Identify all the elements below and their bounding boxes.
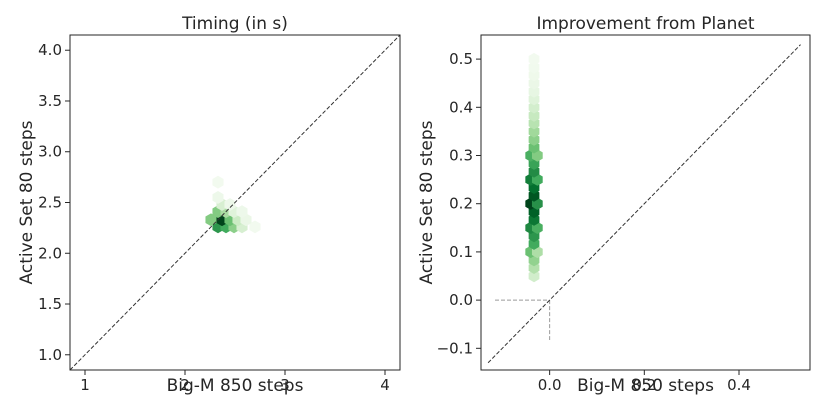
hexbin-cell [528, 109, 540, 122]
hexbin-cell [224, 198, 236, 211]
x-tick-label: 0.2 [632, 376, 656, 394]
improvement-zero-guides [495, 299, 551, 340]
x-tick-label: 3 [280, 376, 290, 394]
y-tick-label: −0.1 [437, 339, 473, 357]
y-tick-label: 3.5 [38, 92, 62, 110]
y-tick-label: 0.2 [449, 195, 473, 213]
hexbin-cell [528, 85, 540, 98]
y-tick-label: 2.5 [38, 194, 62, 212]
hexbin-cell [212, 191, 224, 204]
hexbin-cell [528, 77, 540, 90]
y-tick-label: 0.3 [449, 147, 473, 165]
timing-title: Timing (in s) [181, 14, 288, 34]
improvement-chart: 0.0 0.2 0.4 −0.1 0.0 0.1 0.2 0.3 0.4 0.5 Improve… [417, 14, 811, 396]
hexbin-cell [212, 175, 224, 189]
improvement-x-axis-label: Big-M 850 steps [577, 376, 714, 396]
timing-reference-line [69, 34, 401, 371]
y-tick-label: 0.1 [449, 243, 473, 261]
y-tick-label: 0.0 [449, 291, 473, 309]
y-tick-label: 3.0 [38, 143, 62, 161]
y-tick-label: 0.4 [449, 98, 473, 116]
timing-hexbins [205, 175, 261, 234]
improvement-y-axis-label: Active Set 80 steps [417, 120, 437, 284]
y-tick-label: 4.0 [38, 41, 62, 59]
x-tick-label: 0.4 [727, 376, 751, 394]
x-tick-label: 1 [80, 376, 90, 394]
hexbin-cell [528, 52, 540, 66]
hexbin-cell [249, 220, 261, 234]
timing-chart: 1 2 3 4 1.0 1.5 2.0 2.5 3.0 3.5 4.0 Timing (in s)… [17, 14, 401, 396]
timing-y-ticks: 1.0 1.5 2.0 2.5 3.0 3.5 4.0 [38, 41, 70, 364]
improvement-y-ticks: −0.1 0.0 0.1 0.2 0.3 0.4 0.5 [437, 50, 481, 357]
hexbin-cell [528, 101, 540, 114]
timing-x-axis-label: Big-M 850 steps [167, 376, 304, 396]
y-tick-label: 2.0 [38, 244, 62, 262]
x-tick-label: 0.0 [538, 376, 562, 394]
improvement-plot-frame [480, 34, 811, 371]
improvement-x-ticks: 0.0 0.2 0.4 [538, 370, 751, 394]
y-tick-label: 1.0 [38, 346, 62, 364]
hexbin-cell [528, 269, 540, 283]
improvement-reference-line [487, 44, 801, 364]
hexbin-cell [236, 205, 248, 219]
hexbin-cell [528, 61, 540, 74]
improvement-hexbins [525, 52, 543, 283]
timing-x-ticks: 1 2 3 4 [80, 370, 390, 394]
hexbin-cell [205, 213, 217, 227]
hexbin-cell [528, 125, 540, 138]
improvement-title: Improvement from Planet [536, 14, 754, 34]
x-tick-label: 2 [180, 376, 190, 394]
x-tick-label: 4 [380, 376, 390, 394]
hexbin-cell [528, 133, 540, 146]
y-tick-label: 1.5 [38, 295, 62, 313]
timing-y-axis-label: Active Set 80 steps [17, 120, 37, 284]
y-tick-label: 0.5 [449, 50, 473, 68]
